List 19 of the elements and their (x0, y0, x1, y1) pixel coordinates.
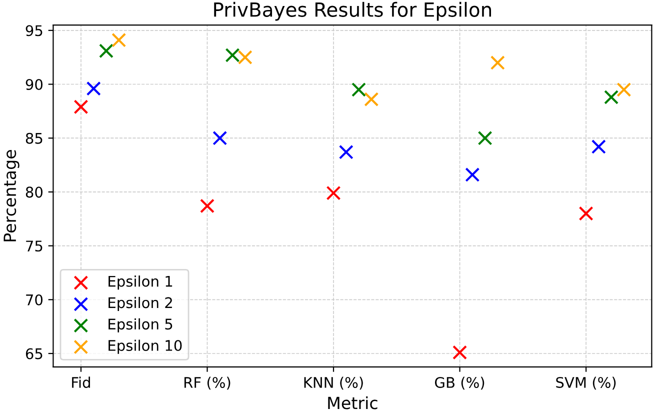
legend-label: Epsilon 5 (108, 318, 172, 332)
y-tick-label: 70 (26, 294, 43, 306)
x-tick-label: Fid (72, 376, 90, 388)
x-tick-label: SVM (%) (556, 376, 616, 390)
y-tick-label: 90 (26, 78, 43, 90)
x-axis-title: Metric (328, 396, 378, 410)
y-tick-label: 85 (26, 132, 42, 144)
y-tick-label: 65 (26, 348, 42, 360)
y-axis-title: Percentage (4, 150, 20, 242)
legend-label: Epsilon 1 (108, 276, 172, 290)
y-tick-label: 95 (26, 25, 42, 36)
y-tick-label: 80 (26, 186, 43, 198)
x-tick-label: GB (%) (435, 376, 484, 390)
chart-title: PrivBayes Results for Epsilon (214, 2, 492, 21)
x-tick-label: RF (%) (184, 376, 230, 390)
legend-label: Epsilon 2 (108, 296, 172, 312)
y-tick-label: 75 (26, 240, 42, 252)
x-tick-label: KNN (%) (304, 376, 363, 390)
legend-label: Epsilon 10 (108, 340, 182, 354)
